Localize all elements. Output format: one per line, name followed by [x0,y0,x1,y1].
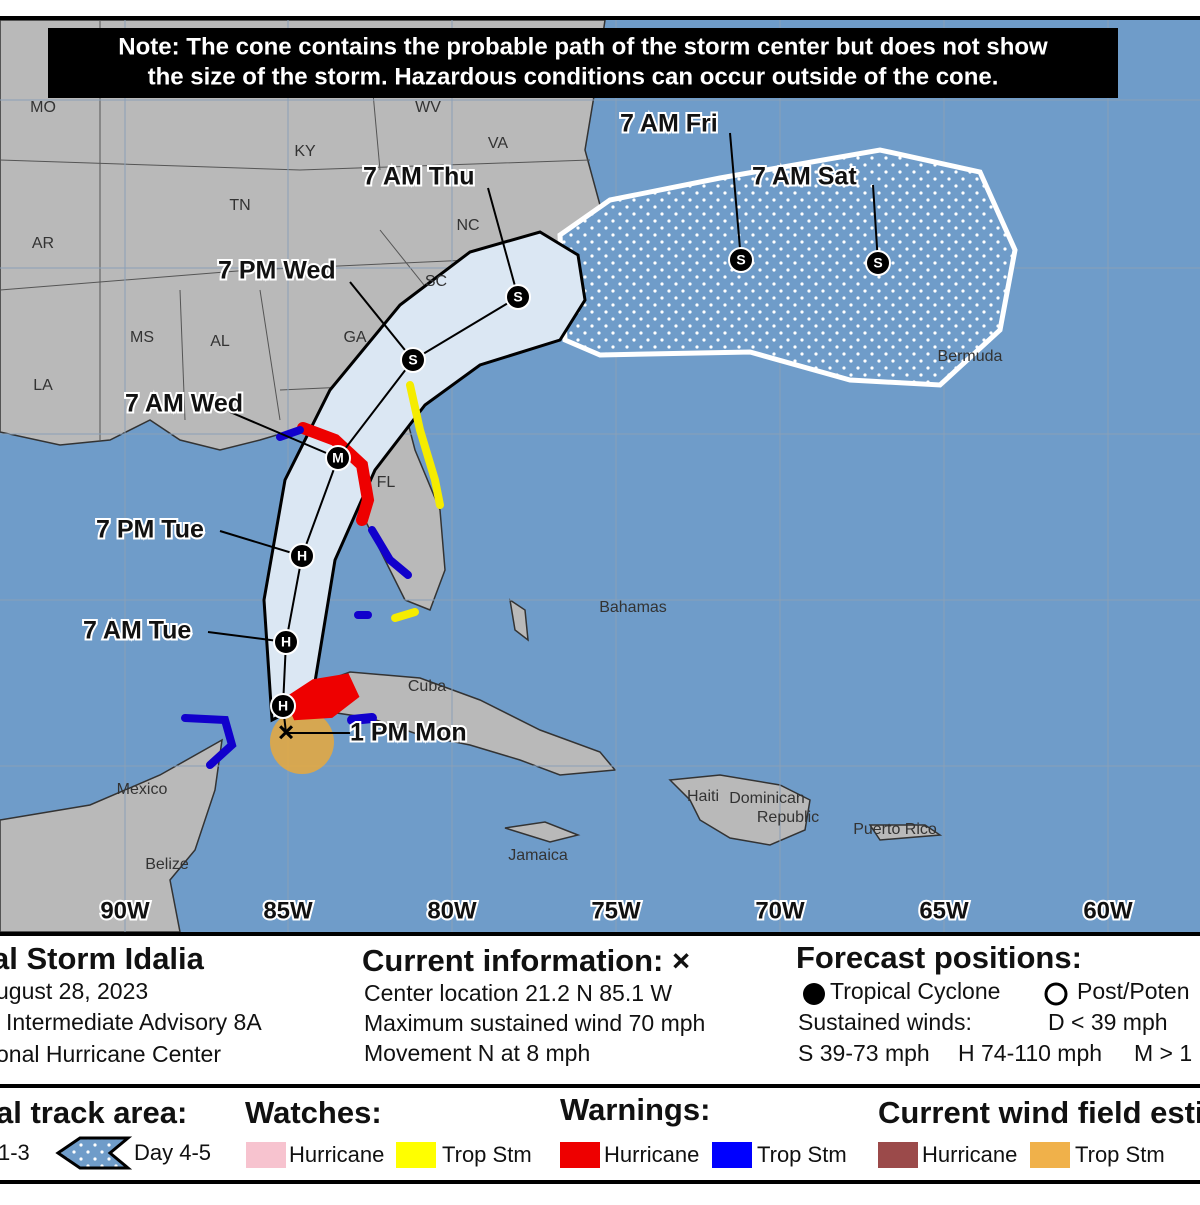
center-name: onal Hurricane Center [0,1041,221,1067]
marker-letter: H [278,698,288,714]
forecast-marker [728,247,754,273]
place-label: Bahamas [599,599,667,616]
cone-day-4-5 [557,147,1018,388]
legend-text: Hurricane [604,1142,699,1167]
legend-text: H 74-110 mph [958,1040,1102,1066]
longitude-label: 75W [591,897,641,924]
place-label: Puerto Rico [853,821,937,838]
legend-text: Hurricane [289,1142,384,1167]
marker-letter: S [873,255,882,271]
legend-text: M > 1 [1134,1040,1192,1066]
forecast-time: 7 AM Sat [752,163,857,191]
forecast-time: 7 AM Fri [620,110,718,138]
place-label: Jamaica [508,847,568,864]
state-label: SC [425,273,447,290]
current-position: × [278,716,294,747]
legend-text: Day 4-5 [134,1140,211,1165]
warnings [181,381,444,769]
current-heading: Current information: × [362,943,690,978]
legend-heading: al track area: [0,1095,187,1130]
state-label: WV [415,99,441,116]
legend-text: D < 39 mph [1048,1009,1168,1035]
place-label: Mexico [117,781,168,798]
forecast-marker [505,284,531,310]
legend-text: Trop Stm [1075,1142,1165,1167]
state-label: LA [33,377,53,394]
place-label: Republic [757,809,819,826]
state-label: FL [377,474,396,491]
storm-date: ugust 28, 2023 [0,978,148,1004]
forecast-time: 7 AM Wed [125,390,243,418]
longitude-label: 90W [100,897,150,924]
legend-text: Trop Stm [757,1142,847,1167]
place-label: Bermuda [938,348,1003,365]
place-label: Belize [145,856,189,873]
state-label: GA [343,329,366,346]
forecast-time: 7 AM Tue [83,617,191,645]
state-label: AL [210,333,230,350]
legend-text: Tropical Cyclone [830,978,1000,1004]
legend-heading: Watches: [245,1095,382,1130]
forecast-marker [289,543,315,569]
state-label: MO [30,99,56,116]
marker-letter: S [736,252,745,268]
forecast-heading: Forecast positions: [796,940,1082,975]
place-label: Cuba [408,678,446,695]
forecast-time: 1 PM Mon [350,719,467,747]
forecast-marker [865,250,891,276]
forecast-marker [270,693,296,719]
current-line: Maximum sustained wind 70 mph [364,1010,705,1036]
marker-letter: M [332,450,344,466]
state-label: AR [32,235,54,252]
graticule [0,20,1200,932]
current-line: Center location 21.2 N 85.1 W [364,980,672,1006]
land [0,19,943,933]
legend-text: Hurricane [922,1142,1017,1167]
forecast-marker [273,629,299,655]
legend-heading: Warnings: [560,1092,710,1127]
longitude-label: 85W [263,897,313,924]
forecast-time: 7 AM Thu [363,163,475,191]
legend-text: Sustained winds: [798,1009,972,1035]
longitude-label: 65W [919,897,969,924]
longitude-label: 70W [755,897,805,924]
state-label: MS [130,329,154,346]
note-line: Note: The cone contains the probable pat… [118,33,1048,60]
legend-text: 1-3 [0,1140,30,1165]
state-label: VA [488,135,508,152]
advisory: Intermediate Advisory 8A [6,1009,262,1035]
legend-heading: Current wind field esti [878,1095,1200,1130]
state-label: NC [456,217,479,234]
marker-letter: S [408,352,417,368]
state-label: KY [294,143,316,160]
storm-title: al Storm Idalia [0,941,205,976]
current-line: Movement N at 8 mph [364,1040,590,1066]
place-label: Dominican [729,790,805,807]
note-box [48,28,1118,98]
longitude-label: 80W [427,897,477,924]
forecast-time: 7 PM Wed [218,257,336,285]
state-label: TN [229,197,250,214]
note-line: the size of the storm. Hazardous conditi… [148,63,999,90]
forecast-time: 7 PM Tue [96,516,204,544]
forecast-marker [400,347,426,373]
forecast-marker [325,445,351,471]
marker-letter: H [281,634,291,650]
marker-letter: H [297,548,307,564]
legend-text: Post/Poten [1077,978,1190,1004]
place-label: Haiti [687,788,719,805]
legend-text: S 39-73 mph [798,1040,930,1066]
legend-text: Trop Stm [442,1142,532,1167]
longitude-label: 60W [1083,897,1133,924]
marker-letter: S [513,289,522,305]
